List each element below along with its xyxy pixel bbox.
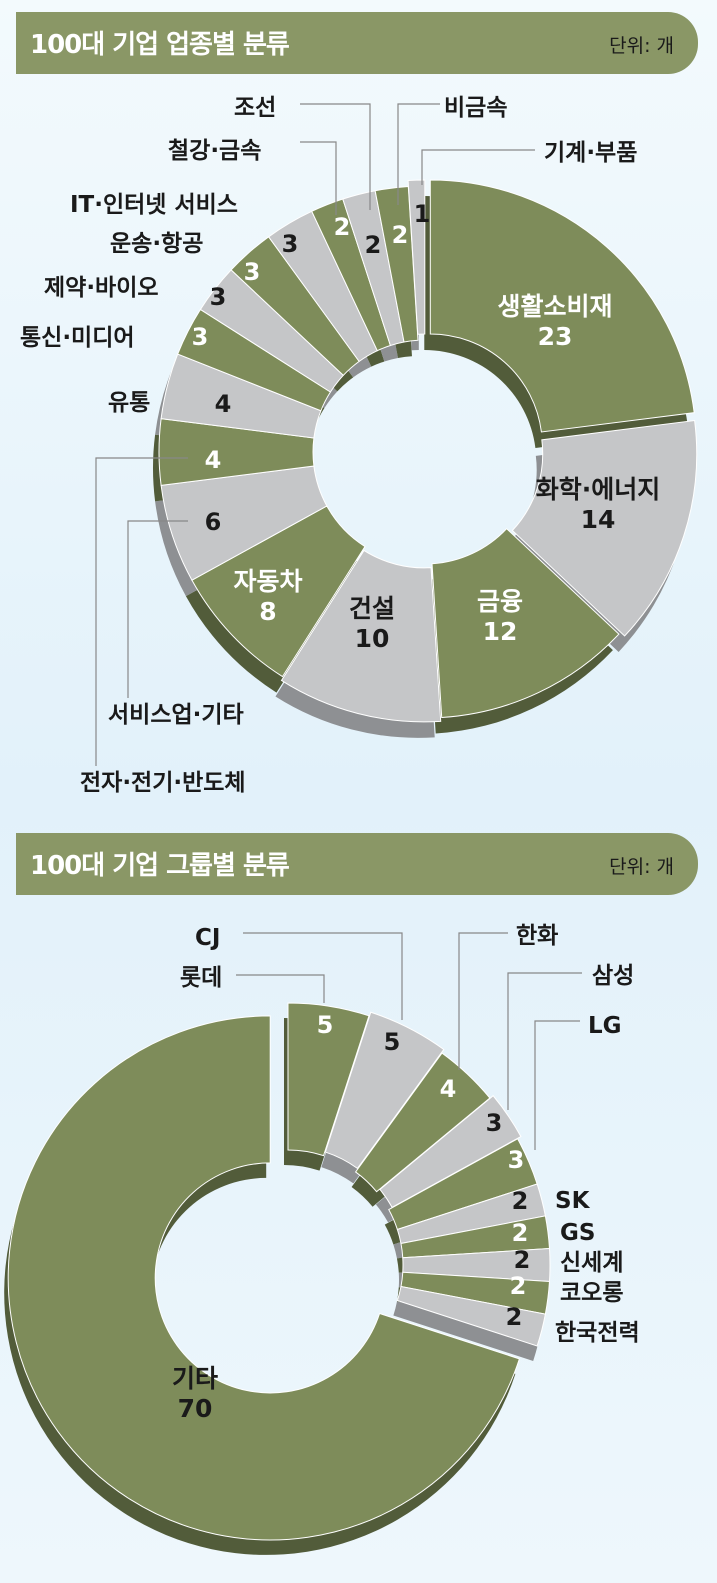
chart-2-header: 100대 기업 그룹별 분류 단위: 개	[16, 833, 698, 895]
slice-삼성-value: 3	[486, 1109, 503, 1137]
slice-한국전력-label: 한국전력	[555, 1320, 640, 1346]
slice-조선-leader-line	[300, 103, 371, 210]
slice-롯데-leader-line	[236, 974, 325, 1003]
slice-자동차-label: 자동차	[233, 567, 302, 596]
slice-운송-항공-value: 3	[244, 258, 261, 286]
slice-GS-value: 2	[512, 1219, 529, 1247]
slice-서비스업-기타-label: 서비스업·기타	[108, 702, 244, 728]
slice-서비스업-기타-value: 6	[205, 508, 222, 536]
slice-IT-인터넷-서비스-label: IT·인터넷 서비스	[70, 192, 238, 218]
slice-기타	[7, 1015, 521, 1541]
slice-금융	[431, 527, 620, 719]
slice-한국전력-value: 2	[506, 1303, 523, 1331]
slice-전자-전기-반도체-label: 전자·전기·반도체	[80, 770, 246, 796]
slice-롯데-value: 5	[317, 1011, 334, 1039]
slice-전자-전기-반도체-value: 4	[205, 446, 222, 474]
chart-2-unit: 단위: 개	[609, 856, 674, 878]
slice-삼성-leader-line	[507, 972, 582, 1110]
slice-신세계-label: 신세계	[560, 1250, 623, 1276]
slice-화학-에너지	[511, 419, 698, 637]
slice-SK-value: 2	[512, 1187, 529, 1215]
slice-통신-미디어-label: 통신·미디어	[20, 325, 135, 351]
slice-IT-인터넷-서비스-value: 3	[282, 230, 299, 258]
slice-롯데-label: 롯데	[180, 965, 222, 991]
slice-LG-value: 3	[508, 1146, 525, 1174]
slice-생활소비재	[429, 179, 695, 433]
chart-1-header: 100대 기업 업종별 분류 단위: 개	[16, 12, 698, 74]
slice-기계-부품-label: 기계·부품	[544, 140, 637, 166]
slice-금융-value: 12	[483, 617, 518, 646]
slice-LG-label: LG	[588, 1013, 622, 1039]
slice-건설	[280, 549, 442, 723]
slice-비금속-label: 비금속	[444, 95, 507, 121]
slice-한국전력-depth	[393, 1301, 542, 1361]
slice-제약-바이오-label: 제약·바이오	[44, 275, 159, 301]
slice-생활소비재-label: 생활소비재	[497, 292, 612, 321]
slice-조선-label: 조선	[234, 95, 276, 121]
slice-비금속-value: 2	[392, 221, 409, 249]
slice-자동차-value: 8	[259, 597, 276, 626]
slice-신세계-value: 2	[514, 1246, 531, 1274]
slice-전자-전기-반도체-leader-line	[95, 457, 188, 766]
slice-화학-에너지-value: 14	[581, 505, 616, 534]
slice-통신-미디어-value: 3	[192, 323, 209, 351]
slice-비금속-leader-line	[397, 103, 440, 205]
slice-한화-value: 4	[440, 1075, 457, 1103]
slice-금융-label: 금융	[477, 587, 523, 616]
slice-비금속	[374, 185, 419, 343]
slice-건설-label: 건설	[349, 594, 395, 623]
slice-CJ-value: 5	[384, 1028, 401, 1056]
chart-1-title: 100대 기업 업종별 분류	[30, 30, 290, 60]
slice-기타-label: 기타	[172, 1364, 218, 1393]
slice-삼성-label: 삼성	[592, 963, 634, 989]
slice-서비스업-기타-leader-line	[127, 520, 188, 698]
slice-CJ-leader-line	[243, 932, 403, 1020]
slice-기타-value: 70	[178, 1394, 213, 1423]
chart-2-title: 100대 기업 그룹별 분류	[30, 851, 290, 881]
slice-조선-value: 2	[365, 231, 382, 259]
slice-코오롱-value: 2	[510, 1272, 527, 1300]
slice-철강-금속-value: 2	[334, 213, 351, 241]
slice-GS-label: GS	[560, 1220, 595, 1246]
slice-건설-value: 10	[355, 624, 390, 653]
slice-유통-value: 4	[215, 390, 232, 418]
slice-운송-항공-label: 운송·항공	[110, 231, 203, 257]
slice-한국전력	[396, 1285, 546, 1347]
slice-CJ-label: CJ	[195, 925, 220, 951]
slice-한화-label: 한화	[516, 923, 558, 949]
slice-제약-바이오-value: 3	[210, 283, 227, 311]
slice-코오롱-label: 코오롱	[560, 1280, 623, 1306]
slice-기계-부품-leader-line	[421, 149, 535, 185]
slice-기계-부품	[407, 179, 426, 335]
slice-기계-부품-value: 1	[414, 200, 431, 228]
slice-CJ	[324, 1011, 445, 1170]
slice-유통-label: 유통	[108, 390, 150, 416]
chart-1-unit: 단위: 개	[609, 35, 674, 57]
industry-donut-chart: 생활소비재23화학·에너지14금융12건설10자동차86서비스업·기타4전자·전…	[20, 95, 698, 796]
slice-생활소비재-value: 23	[538, 322, 573, 351]
slice-화학-에너지-label: 화학·에너지	[536, 475, 661, 504]
slice-SK-label: SK	[555, 1188, 591, 1214]
slice-롯데	[287, 1002, 370, 1157]
slice-LG-leader-line	[534, 1020, 580, 1150]
slice-한화-leader-line	[458, 932, 508, 1070]
slice-철강-금속-leader-line	[300, 141, 337, 215]
slice-철강-금속-label: 철강·금속	[168, 138, 261, 164]
